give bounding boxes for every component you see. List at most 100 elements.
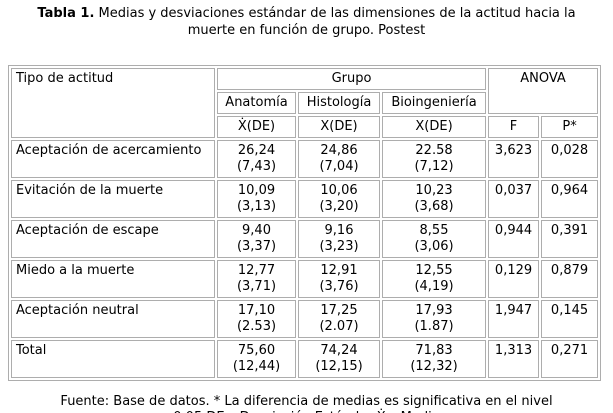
table-number: Tabla 1. <box>37 6 95 21</box>
sd-value: (12,44) <box>232 359 281 374</box>
table-row: Aceptación neutral 17,10 (2.53) 17,25 (2.0… <box>11 300 599 338</box>
header-anova: ANOVA <box>488 68 599 114</box>
header-grupo: Grupo <box>217 68 487 90</box>
table-row: Total 75,60 (12,44) 74,24 (12,15) 71,83 (12… <box>11 340 599 378</box>
sd-value: (3,06) <box>414 239 454 254</box>
mean-sd-cell: 10,09 (3,13) <box>217 180 296 218</box>
row-label: Aceptación de acercamiento <box>11 140 215 178</box>
sd-value: (2.53) <box>236 319 277 334</box>
mean-sd-cell: 17,25 (2.07) <box>298 300 380 338</box>
table-row: Aceptación de escape 9,40 (3,37) 9,16 (3,2… <box>11 220 599 258</box>
mean-sd-cell: 9,16 (3,23) <box>298 220 380 258</box>
header-group-histologia: Histología <box>298 92 380 114</box>
p-value-cell: 0,879 <box>541 260 599 298</box>
mean-value: 10,09 <box>237 183 276 198</box>
p-value-cell: 0,391 <box>541 220 599 258</box>
mean-value: 12,55 <box>415 263 453 278</box>
table-row: Miedo a la muerte 12,77 (3,71) 12,91 (3,76… <box>11 260 599 298</box>
table-row: Aceptación de acercamiento 26,24 (7,43) 2… <box>11 140 599 178</box>
mean-sd-cell: 10,06 (3,20) <box>298 180 380 218</box>
mean-sd-cell: 8,55 (3,06) <box>382 220 487 258</box>
f-value-cell: 1,313 <box>488 340 540 378</box>
mean-value: 8,55 <box>419 223 449 238</box>
mean-sd-cell: 26,24 (7,43) <box>217 140 296 178</box>
mean-sd-cell: 12,91 (3,76) <box>298 260 380 298</box>
mean-value: 9,40 <box>242 223 271 238</box>
row-label: Total <box>11 340 215 378</box>
header-stat-anatomia: Ẋ(DE) <box>217 116 296 138</box>
sd-value: (12,15) <box>315 359 363 374</box>
mean-value: 17,10 <box>237 303 276 318</box>
mean-sd-cell: 12,55 (4,19) <box>382 260 487 298</box>
sd-value: (12,32) <box>410 359 458 374</box>
p-value-cell: 0,028 <box>541 140 599 178</box>
mean-value: 17,93 <box>415 303 453 318</box>
mean-value: 71,83 <box>415 343 453 358</box>
mean-value: 12,91 <box>320 263 358 278</box>
mean-value: 10,06 <box>320 183 358 198</box>
mean-value: 17,25 <box>320 303 358 318</box>
sd-value: (4,19) <box>414 279 454 294</box>
sd-value: (3,76) <box>319 279 359 294</box>
header-row-1: Tipo de actitud Grupo ANOVA <box>11 68 599 138</box>
sd-value: (1.87) <box>414 319 454 334</box>
header-row-2: Anatomía Histología Bioingeniería <box>11 92 598 114</box>
f-value-cell: 1,947 <box>488 300 540 338</box>
row-label: Miedo a la muerte <box>11 260 215 298</box>
stats-table: Tipo de actitud Grupo ANOVA Anatomía His… <box>8 65 602 381</box>
mean-sd-cell: 10,23 (3,68) <box>382 180 487 218</box>
mean-value: 22.58 <box>415 143 453 158</box>
mean-sd-cell: 22.58 (7,12) <box>382 140 487 178</box>
sd-value: (3,13) <box>236 199 277 214</box>
sd-value: (2.07) <box>319 319 359 334</box>
mean-sd-cell: 17,10 (2.53) <box>217 300 296 338</box>
mean-value: 26,24 <box>237 143 276 158</box>
mean-sd-cell: 9,40 (3,37) <box>217 220 296 258</box>
mean-value: 9,16 <box>324 223 354 238</box>
header-group-anatomia: Anatomía <box>217 92 296 114</box>
table-footnote: Fuente: Base de datos. * La diferencia d… <box>37 394 577 413</box>
mean-sd-cell: 71,83 (12,32) <box>382 340 487 378</box>
header-group-bioingenieria: Bioingeniería <box>382 92 487 114</box>
mean-value: 10,23 <box>415 183 453 198</box>
header-p: P* <box>541 116 599 138</box>
row-label: Aceptación de escape <box>11 220 215 258</box>
row-label: Aceptación neutral <box>11 300 215 338</box>
page-title: Tabla 1. Medias y desviaciones estándar … <box>18 5 596 39</box>
mean-value: 24,86 <box>320 143 358 158</box>
sd-value: (7,12) <box>414 159 454 174</box>
mean-sd-cell: 75,60 (12,44) <box>217 340 296 378</box>
mean-sd-cell: 74,24 (12,15) <box>298 340 380 378</box>
f-value-cell: 0,944 <box>488 220 540 258</box>
p-value-cell: 0,964 <box>541 180 599 218</box>
mean-value: 74,24 <box>320 343 358 358</box>
sd-value: (3,23) <box>319 239 359 254</box>
mean-sd-cell: 17,93 (1.87) <box>382 300 487 338</box>
mean-value: 75,60 <box>237 343 276 358</box>
header-stat-histologia: X(DE) <box>298 116 380 138</box>
mean-value: 12,77 <box>237 263 276 278</box>
header-row-3: Ẋ(DE) X(DE) X(DE) F P* <box>11 116 599 138</box>
mean-sd-cell: 12,77 (3,71) <box>217 260 296 298</box>
table-row: Evitación de la muerte 10,09 (3,13) 10,06… <box>11 180 599 218</box>
sd-value: (3,20) <box>319 199 359 214</box>
row-label: Evitación de la muerte <box>11 180 215 218</box>
header-tipo-actitud: Tipo de actitud <box>11 68 215 138</box>
header-f: F <box>488 116 540 138</box>
mean-sd-cell: 24,86 (7,04) <box>298 140 380 178</box>
f-value-cell: 0,037 <box>488 180 540 218</box>
f-value-cell: 3,623 <box>488 140 540 178</box>
footnote-line-2: 0,05 DE= Desviación Estándar Ẋ= Media <box>37 410 577 413</box>
p-value-cell: 0,271 <box>541 340 599 378</box>
p-value-cell: 0,145 <box>541 300 599 338</box>
sd-value: (3,68) <box>414 199 454 214</box>
sd-value: (7,43) <box>236 159 277 174</box>
footnote-line-1: Fuente: Base de datos. * La diferencia d… <box>60 394 553 409</box>
sd-value: (7,04) <box>319 159 359 174</box>
f-value-cell: 0,129 <box>488 260 540 298</box>
table-caption: Medias y desviaciones estándar de las di… <box>94 6 576 38</box>
sd-value: (3,37) <box>236 239 277 254</box>
sd-value: (3,71) <box>236 279 277 294</box>
header-stat-bioingenieria: X(DE) <box>382 116 487 138</box>
